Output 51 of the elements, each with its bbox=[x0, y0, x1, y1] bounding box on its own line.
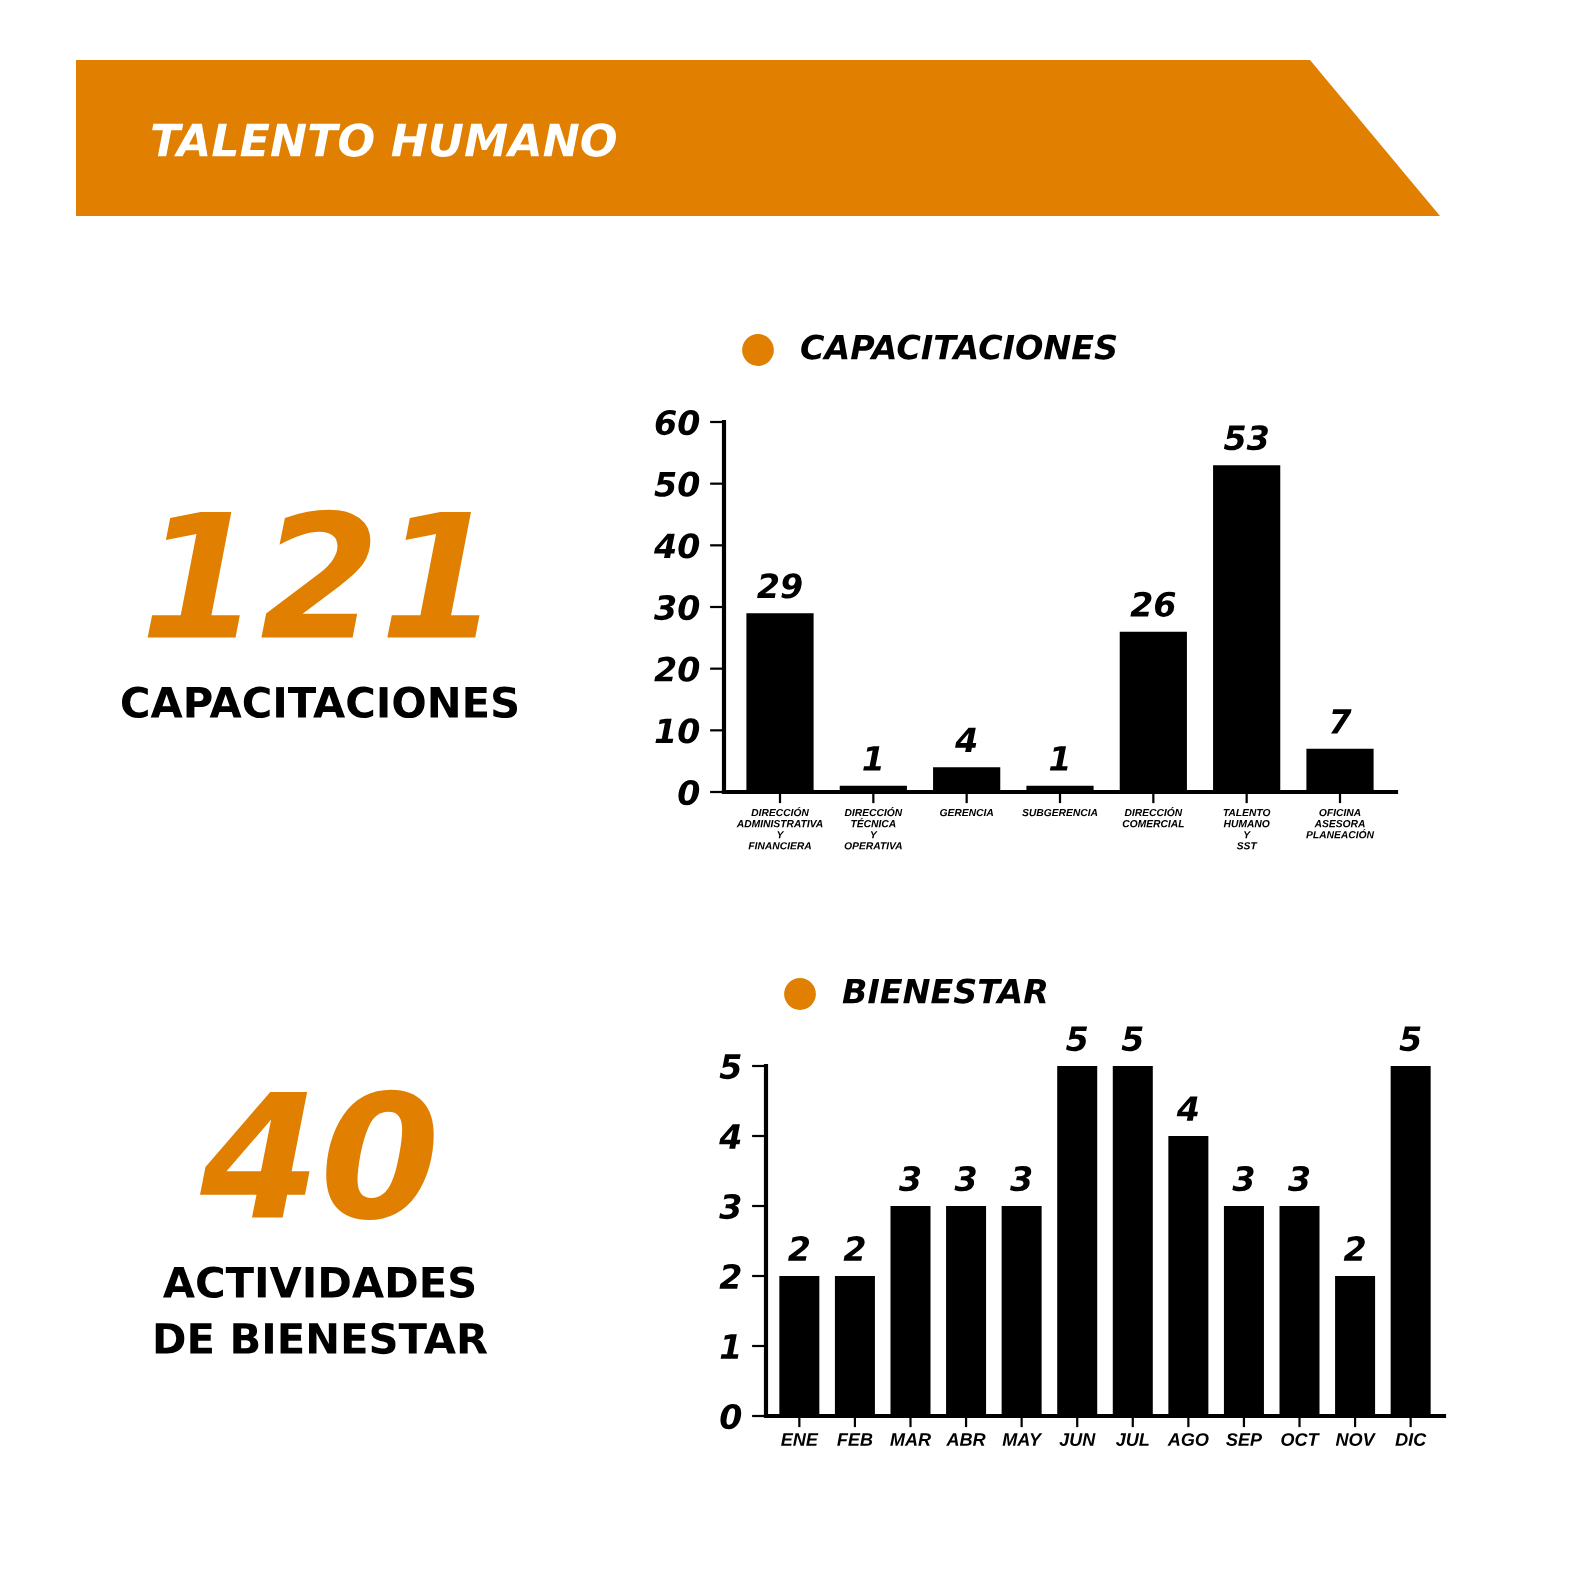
data-label: 1 bbox=[1049, 746, 1068, 771]
data-label: 3 bbox=[1287, 1165, 1310, 1192]
y-tick-label: 0 bbox=[720, 1403, 742, 1430]
x-tick-label: JUL bbox=[1115, 1433, 1149, 1446]
x-tick-label: ABR bbox=[946, 1433, 986, 1446]
data-label: 5 bbox=[1066, 1026, 1088, 1052]
data-label: 1 bbox=[863, 746, 882, 771]
x-tick-label: AGO bbox=[1167, 1433, 1209, 1446]
data-label: 7 bbox=[1331, 709, 1352, 734]
x-tick-label: NOV bbox=[1335, 1433, 1376, 1446]
data-label: 3 bbox=[1010, 1165, 1032, 1192]
data-label: 2 bbox=[843, 1235, 865, 1261]
data-label: 3 bbox=[1232, 1165, 1254, 1192]
x-tick-label: OCT bbox=[1281, 1433, 1320, 1446]
y-tick-label: 60 bbox=[655, 409, 700, 436]
y-tick-label: 5 bbox=[719, 1054, 741, 1080]
data-label: 3 bbox=[898, 1165, 921, 1192]
text: TALENTO HUMANO bbox=[152, 123, 616, 157]
data-label: 3 bbox=[954, 1165, 976, 1192]
data-label: 26 bbox=[1130, 591, 1176, 617]
x-tick-label: MAR bbox=[890, 1433, 931, 1446]
y-tick-label: 30 bbox=[654, 594, 700, 621]
y-tick-label: 40 bbox=[653, 533, 700, 559]
x-tick-label: JUN bbox=[1059, 1433, 1096, 1446]
text: 121 bbox=[147, 509, 480, 638]
y-tick-label: 1 bbox=[720, 1334, 739, 1359]
x-tick-label: FEB bbox=[837, 1433, 873, 1446]
y-tick-label: 2 bbox=[719, 1263, 741, 1289]
chart-title: CAPACITACIONES bbox=[801, 334, 1117, 360]
y-tick-label: 4 bbox=[719, 1124, 741, 1149]
data-label: 4 bbox=[1176, 1096, 1198, 1121]
text: CAPACITACIONES bbox=[121, 686, 518, 719]
data-label: 5 bbox=[1121, 1026, 1143, 1052]
x-tick-label: SEP bbox=[1226, 1433, 1263, 1446]
y-tick-label: 20 bbox=[654, 656, 700, 682]
y-tick-label: 50 bbox=[654, 471, 700, 497]
data-label: 2 bbox=[788, 1235, 810, 1261]
chart-title: BIENESTAR bbox=[842, 978, 1047, 1004]
text: ACTIVIDADES DE BIENESTAR bbox=[155, 1266, 488, 1355]
y-tick-label: 10 bbox=[655, 718, 700, 744]
data-label: 4 bbox=[955, 727, 977, 753]
data-label: 53 bbox=[1223, 425, 1268, 451]
text: 40 bbox=[200, 1089, 434, 1220]
data-label: 29 bbox=[757, 573, 802, 599]
x-tick-label: DIC bbox=[1395, 1433, 1427, 1446]
y-tick-label: 3 bbox=[719, 1193, 741, 1220]
y-tick-label: 0 bbox=[678, 779, 700, 806]
data-label: 5 bbox=[1399, 1026, 1421, 1052]
data-label: 2 bbox=[1343, 1235, 1365, 1261]
x-tick-label: MAY bbox=[1002, 1433, 1043, 1446]
x-tick-label: ENE bbox=[781, 1433, 819, 1446]
